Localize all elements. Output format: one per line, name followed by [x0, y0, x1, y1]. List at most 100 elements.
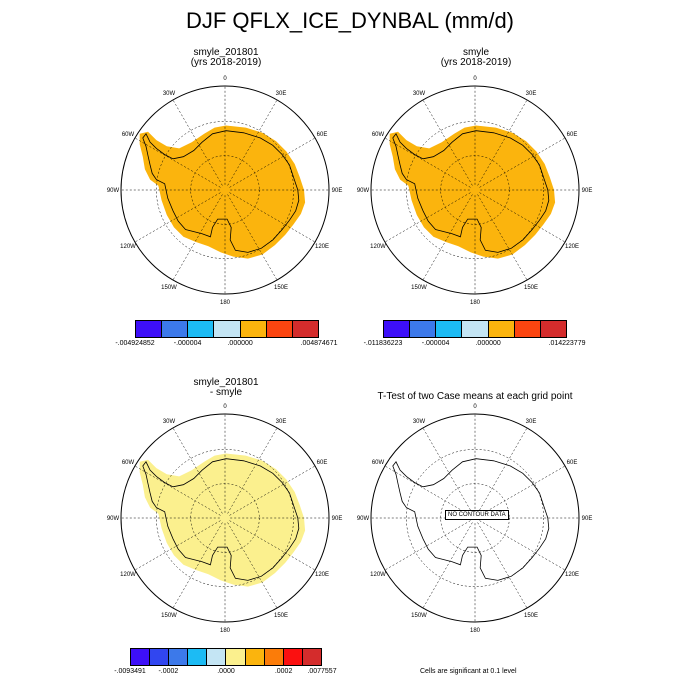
- longitude-label: 150E: [524, 285, 538, 291]
- colorbar-swatch: [169, 649, 189, 665]
- meridian-line: [134, 192, 221, 243]
- meridian-line: [477, 522, 528, 609]
- panel1-title: smyle_201801 (yrs 2018-2019): [126, 48, 326, 68]
- longitude-label: 150E: [524, 613, 538, 619]
- meridian-line: [422, 522, 473, 609]
- meridian-line: [229, 137, 316, 188]
- longitude-label: 150W: [161, 285, 177, 291]
- longitude-label: 120W: [120, 244, 136, 250]
- meridian-line: [479, 520, 566, 571]
- panel3-polar-map: 0 30E 60E 90E 120E 150E 180 150W 120W 90W 60W 30W: [107, 404, 343, 634]
- meridian-line: [479, 465, 566, 516]
- meridian-line: [422, 99, 473, 186]
- colorbar-label: .0000: [217, 668, 235, 675]
- meridian-line: [172, 99, 223, 186]
- colorbar-swatch: [462, 321, 489, 337]
- panel3-title: smyle_201801 - smyle: [126, 378, 326, 398]
- colorbar-swatch: [226, 649, 246, 665]
- longitude-label: 90E: [332, 188, 343, 194]
- panel2-polar-map: 0 30E 60E 90E 120E 150E 180 150W 120W 90W 60W 30W: [357, 76, 593, 306]
- colorbar-label: -.0093491: [114, 668, 146, 675]
- longitude-label: 60E: [317, 460, 328, 466]
- colorbar-label: -.000004: [421, 340, 450, 347]
- colorbar-label: .004874671: [300, 340, 338, 347]
- meridian-line: [384, 520, 471, 571]
- colorbar-label: .000000: [475, 340, 501, 347]
- panel3-colorbar: [130, 648, 322, 666]
- meridian-line: [384, 192, 471, 243]
- latitude-circle: [406, 449, 544, 587]
- longitude-label: 30W: [413, 419, 426, 425]
- latitude-circle: [156, 449, 294, 587]
- colorbar-swatch: [240, 321, 267, 337]
- map-boundary: [120, 85, 330, 295]
- colorbar-swatch: [188, 321, 215, 337]
- panel4-polar-map: 0 30E 60E 90E 120E 150E 180 150W 120W 90W 60W 30W: [357, 404, 593, 634]
- panel2-colorbar: [383, 320, 567, 338]
- meridian-line: [479, 137, 566, 188]
- longitude-label: 120E: [315, 572, 329, 578]
- longitude-label: 90W: [357, 188, 370, 194]
- meridian-line: [229, 520, 316, 571]
- meridian-line: [172, 194, 223, 281]
- colorbar-swatch: [540, 321, 566, 337]
- panel1-title-line2: (yrs 2018-2019): [190, 57, 262, 68]
- land-ice-fill: [142, 130, 299, 253]
- longitude-label: 150E: [274, 285, 288, 291]
- meridian-line: [477, 427, 528, 514]
- meridian-line: [227, 99, 278, 186]
- colorbar-label: -.011836223: [363, 340, 403, 347]
- no-contour-data-label: NO CONTOUR DATA: [445, 510, 509, 520]
- longitude-label: 0: [473, 404, 477, 410]
- colorbar-swatch: [214, 321, 241, 337]
- meridian-line: [477, 99, 528, 186]
- colorbar-swatch: [264, 649, 284, 665]
- longitude-label: 60W: [122, 132, 135, 138]
- land-ice-fill: [392, 130, 549, 253]
- longitude-label: 60E: [567, 460, 578, 466]
- meridian-line: [172, 427, 223, 514]
- colorbar-label: .0002: [274, 668, 293, 675]
- meridian-line: [422, 194, 473, 281]
- significance-note: Cells are significant at 0.1 level: [420, 668, 517, 675]
- meridian-line: [422, 427, 473, 514]
- meridian-line: [134, 465, 221, 516]
- panel4-title: T-Test of two Case means at each grid po…: [355, 392, 595, 402]
- colorbar-swatch: [207, 649, 227, 665]
- figure-title: DJF QFLX_ICE_DYNBAL (mm/d): [185, 8, 515, 33]
- panel1-polar-map: 0 30E 60E 90E 120E 150E 180 150W 120W 90W 60W 30W: [107, 76, 343, 306]
- colorbar-swatch: [302, 649, 321, 665]
- colorbar-swatch: [384, 321, 411, 337]
- meridian-line: [229, 192, 316, 243]
- colorbar-label: .000000: [227, 340, 253, 347]
- longitude-label: 30W: [413, 91, 426, 97]
- longitude-label: 30W: [163, 419, 176, 425]
- meridian-line: [229, 465, 316, 516]
- longitude-label: 120E: [565, 572, 579, 578]
- longitude-label: 30E: [276, 91, 287, 97]
- latitude-circle: [156, 121, 294, 259]
- map-boundary: [370, 413, 580, 623]
- longitude-label: 30E: [276, 419, 287, 425]
- panel1-title-line1: smyle_201801: [193, 47, 259, 58]
- colorbar-label: .014223779: [548, 340, 586, 347]
- panel3-title-line1: smyle_201801: [193, 377, 259, 388]
- panel4-title-line1: T-Test of two Case means at each grid po…: [377, 391, 573, 402]
- longitude-label: 90W: [107, 516, 120, 522]
- longitude-label: 180: [220, 628, 231, 634]
- longitude-label: 0: [473, 76, 477, 82]
- land-ice-fill: [142, 458, 299, 581]
- meridian-line: [384, 137, 471, 188]
- panel2-title-line2: (yrs 2018-2019): [440, 57, 512, 68]
- longitude-label: 60W: [372, 460, 385, 466]
- longitude-label: 30E: [526, 419, 537, 425]
- longitude-label: 30W: [163, 91, 176, 97]
- latitude-circle: [406, 121, 544, 259]
- meridian-line: [479, 192, 566, 243]
- meridian-line: [134, 137, 221, 188]
- colorbar-swatch: [410, 321, 437, 337]
- colorbar-swatch: [283, 649, 303, 665]
- longitude-label: 60E: [317, 132, 328, 138]
- coastline: [142, 130, 300, 253]
- colorbar-swatch: [245, 649, 265, 665]
